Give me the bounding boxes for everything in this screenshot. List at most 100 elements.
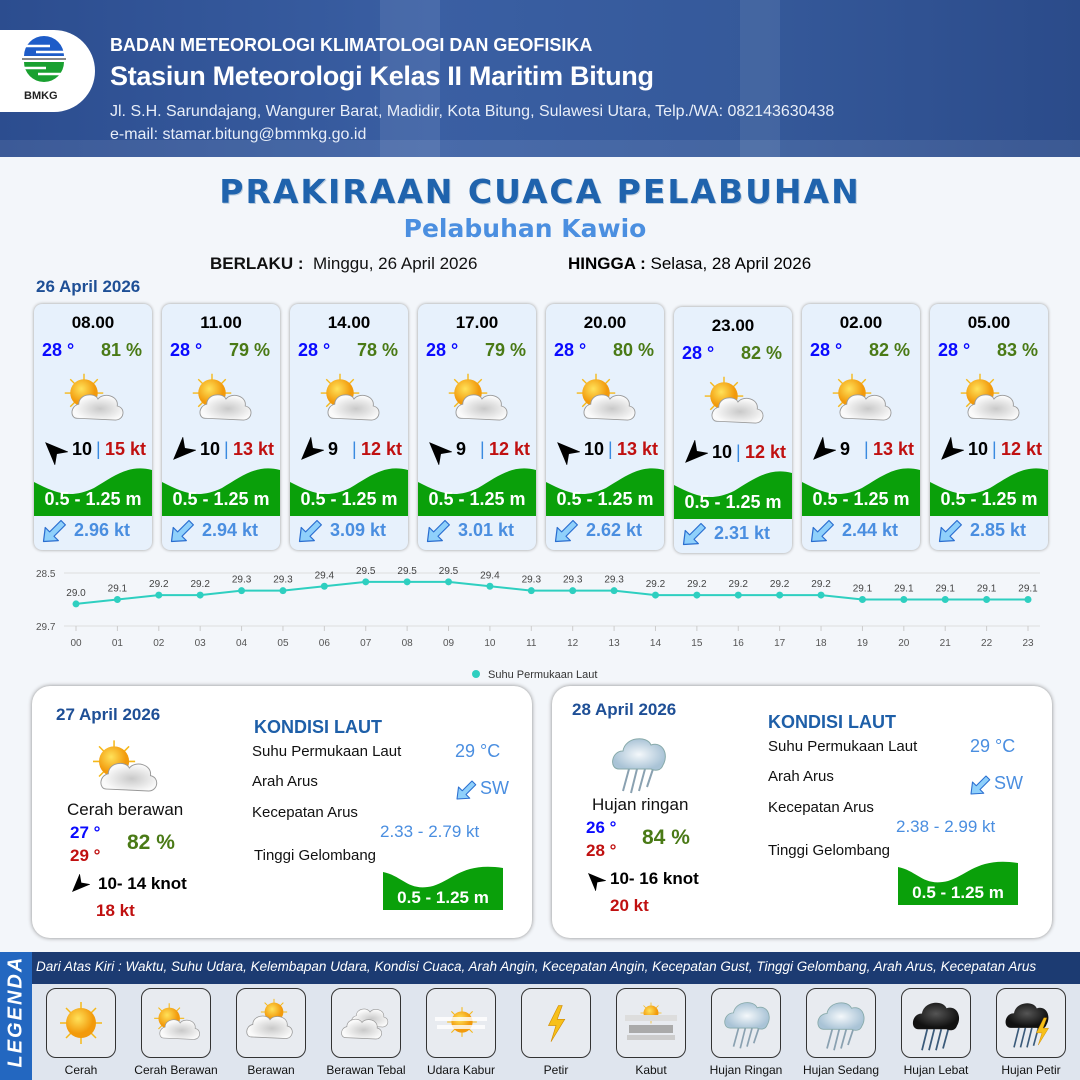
y-tick-label: 29.7 (36, 622, 56, 633)
separator: | (96, 439, 101, 459)
data-label: 29.4 (315, 570, 335, 581)
x-tick-label: 13 (609, 638, 621, 649)
data-label: 29.1 (977, 584, 997, 595)
wave-height: 0.5 - 1.25 m (172, 489, 270, 509)
logo-text: BMKG (24, 90, 58, 102)
wind-speed: 10 (968, 439, 989, 459)
data-point (1024, 596, 1032, 603)
current-speed-label: Kecepatan Arus (252, 804, 358, 821)
day-date: 28 April 2026 (572, 700, 677, 719)
data-point (900, 596, 908, 603)
sun-cloud-icon (318, 370, 382, 428)
forecast-time: 20.00 (583, 313, 627, 332)
sun-cloud-icon (446, 370, 510, 428)
wave-icon (418, 468, 536, 516)
x-tick-label: 17 (774, 638, 786, 649)
data-point (279, 587, 287, 595)
x-tick-label: 19 (857, 638, 869, 649)
data-point (693, 591, 701, 599)
station-name: Stasiun Meteorologi Kelas II Maritim Bit… (110, 61, 654, 91)
current-speed-range: 2.33 - 2.79 kt (380, 822, 480, 841)
valid-to-value: Selasa, 28 April 2026 (650, 254, 812, 273)
x-tick-label: 01 (112, 638, 124, 649)
min-temperature: 27 ° (70, 823, 101, 842)
wave-height: 0.5 - 1.25 m (812, 489, 910, 509)
x-tick-label: 15 (691, 638, 703, 649)
sst-value: 29 °C (455, 741, 501, 761)
header-banner: BMKG BADAN METEOROLOGI KLIMATOLOGI DAN G… (0, 0, 1080, 157)
current-direction-arrow-icon (554, 519, 578, 543)
current-direction-arrow-icon (938, 519, 962, 543)
current-speed: 2.96 kt (74, 520, 131, 540)
forecast-card: 14.00 28 ° 78 % 9 | 12 kt 0.5 - 1.25 m 3… (290, 304, 408, 550)
current-speed: 2.62 kt (586, 520, 643, 540)
x-tick-label: 11 (526, 638, 537, 649)
x-tick-label: 08 (402, 638, 414, 649)
x-tick-label: 18 (815, 638, 827, 649)
legend-item-label: Berawan Tebal (326, 1063, 406, 1077)
y-tick-label: 28.5 (36, 569, 56, 580)
data-label: 29.5 (439, 566, 459, 577)
wind-direction-arrow-icon (680, 440, 708, 468)
forecast-time: 05.00 (967, 313, 1011, 332)
humidity: 82 % (740, 343, 782, 363)
sst-value: 29 °C (970, 736, 1016, 756)
data-point (983, 596, 991, 603)
forecast-time: 23.00 (711, 316, 755, 335)
data-label: 29.3 (604, 575, 624, 586)
data-point (445, 578, 453, 586)
sst-label: Suhu Permukaan Laut (252, 743, 402, 760)
x-tick-label: 10 (484, 638, 496, 649)
legend-item: Udara Kabur (416, 988, 506, 1077)
data-label: 29.3 (563, 575, 583, 586)
forecast-card: 23.00 28 ° 82 % 10 | 12 kt 0.5 - 1.25 m … (674, 307, 792, 553)
gust-speed: 15 kt (104, 439, 146, 459)
bmkg-logo: BMKG (0, 30, 95, 112)
current-speed: 2.44 kt (842, 520, 899, 540)
data-label: 29.3 (522, 575, 542, 586)
gust-speed: 18 kt (96, 901, 135, 920)
forecast-card: 20.00 28 ° 80 % 10 | 13 kt 0.5 - 1.25 m … (546, 304, 664, 550)
current-direction-arrow-icon (298, 519, 322, 543)
sst-label: Suhu Permukaan Laut (768, 738, 918, 755)
wind-direction-arrow-icon (40, 437, 68, 465)
wave-icon (162, 468, 280, 516)
air-temperature: 28 ° (682, 343, 715, 363)
current-direction: SW (480, 778, 509, 798)
x-tick-label: 07 (360, 638, 372, 649)
current-speed: 2.94 kt (202, 520, 259, 540)
data-label: 29.2 (646, 579, 666, 590)
wave-height: 0.5 - 1.25 m (912, 883, 1004, 902)
gust-speed: 13 kt (872, 439, 914, 459)
separator: | (736, 442, 741, 462)
daily-forecast-panel: 28 April 2026 Hujan ringan 26 ° 28 ° 84 … (552, 686, 1052, 938)
wave-icon (930, 468, 1048, 516)
data-point (734, 591, 742, 599)
current-speed: 3.01 kt (458, 520, 515, 540)
port-name: Pelabuhan Kawio (403, 214, 647, 243)
forecast-time: 11.00 (200, 313, 242, 332)
wind-direction-arrow-icon (168, 437, 196, 465)
data-point (817, 591, 825, 599)
legend-item: Kabut (606, 988, 696, 1077)
data-point (651, 591, 659, 599)
legend-item: Hujan Petir (986, 988, 1076, 1077)
x-tick-label: 12 (567, 638, 579, 649)
wave-height-label: Tinggi Gelombang (768, 842, 891, 859)
legend-item: Hujan Sedang (796, 988, 886, 1077)
haze-icon (426, 988, 496, 1058)
data-label: 29.2 (770, 579, 790, 590)
data-point (238, 587, 246, 595)
x-tick-label: 03 (195, 638, 207, 649)
series-line (75, 580, 1028, 605)
wind-speed-range: 10- 14 knot (98, 874, 187, 893)
legend-title: LEGENDA (4, 955, 27, 1068)
current-direction-label: Arah Arus (252, 773, 318, 790)
data-point (569, 587, 577, 595)
forecast-time: 14.00 (327, 313, 371, 332)
gust-speed: 12 kt (744, 442, 786, 462)
humidity: 84 % (642, 826, 690, 849)
data-point (320, 582, 328, 590)
wind-direction-arrow-icon (936, 437, 964, 465)
x-tick-label: 04 (236, 638, 248, 649)
